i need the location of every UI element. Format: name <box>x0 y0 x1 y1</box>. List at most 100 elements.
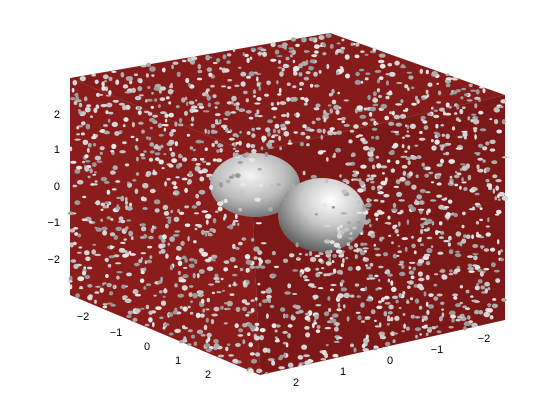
particle <box>440 158 444 164</box>
particle <box>414 327 422 332</box>
particle <box>223 260 230 264</box>
particle <box>416 194 423 200</box>
particle <box>431 145 437 151</box>
particle <box>211 143 215 147</box>
particle <box>472 244 479 248</box>
particle <box>68 275 73 281</box>
particle <box>169 265 174 271</box>
particle <box>472 253 479 256</box>
particle <box>131 122 135 128</box>
particle <box>253 246 260 252</box>
particle <box>174 283 178 288</box>
particle <box>204 147 208 151</box>
particle <box>446 212 451 217</box>
particle <box>128 230 134 237</box>
particle <box>494 107 500 113</box>
particle <box>194 227 198 231</box>
particle <box>274 339 280 343</box>
particle <box>151 74 155 77</box>
particle <box>365 72 371 76</box>
particle <box>305 71 311 75</box>
particle <box>381 297 385 302</box>
particle <box>205 339 209 344</box>
particle <box>462 211 466 216</box>
particle <box>324 326 332 330</box>
particle <box>164 118 168 123</box>
particle <box>124 299 132 303</box>
particle <box>487 287 491 291</box>
particle <box>103 130 110 135</box>
particle <box>390 280 394 286</box>
particle <box>102 205 108 209</box>
particle <box>375 155 380 159</box>
particle <box>197 224 203 228</box>
particle <box>323 112 330 116</box>
particle <box>132 179 137 182</box>
particle <box>202 308 205 313</box>
particle <box>288 47 294 50</box>
particle <box>170 151 176 158</box>
particle <box>157 104 161 108</box>
particle <box>448 326 454 329</box>
particle <box>260 265 266 269</box>
particle <box>425 261 431 266</box>
particle <box>485 232 491 236</box>
particle <box>213 276 220 281</box>
particle <box>192 109 199 113</box>
particle <box>355 42 360 47</box>
particle <box>391 286 397 293</box>
particle <box>186 133 191 137</box>
particle <box>305 135 311 140</box>
particle <box>386 159 391 163</box>
particle <box>118 220 121 223</box>
particle <box>445 151 450 156</box>
particle <box>235 141 240 144</box>
particle <box>174 141 179 147</box>
particle <box>177 260 183 267</box>
particle <box>408 261 416 264</box>
particle <box>406 71 412 74</box>
particle <box>232 358 239 364</box>
particle <box>467 263 473 268</box>
particle <box>224 127 229 133</box>
particle <box>374 274 379 278</box>
particle <box>155 306 162 310</box>
particle <box>427 327 433 330</box>
particle <box>402 109 408 112</box>
particle <box>219 119 222 125</box>
particle <box>355 311 361 314</box>
particle <box>364 77 369 81</box>
particle <box>407 87 410 91</box>
particle <box>411 243 416 249</box>
particle <box>150 105 154 109</box>
particle <box>437 251 444 255</box>
particle <box>278 135 281 141</box>
particle <box>182 255 186 259</box>
particle <box>309 256 317 263</box>
particle <box>187 305 191 309</box>
particle <box>159 86 166 91</box>
particle <box>362 204 369 208</box>
particle <box>244 152 249 158</box>
particle <box>123 238 127 241</box>
particle <box>461 224 465 229</box>
particle <box>225 179 231 184</box>
particle <box>122 295 128 299</box>
particle <box>343 99 350 102</box>
particle <box>141 156 146 160</box>
particle <box>465 163 470 169</box>
particle <box>143 286 147 290</box>
particle <box>373 97 377 100</box>
particle <box>373 247 380 251</box>
particle <box>106 102 113 108</box>
particle <box>300 96 305 100</box>
particle <box>145 173 151 177</box>
particle <box>336 42 341 45</box>
particle <box>238 66 242 69</box>
particle <box>285 313 289 319</box>
particle <box>226 300 233 307</box>
particle <box>241 299 248 304</box>
particle <box>329 92 334 95</box>
right-tick-label: −2 <box>478 333 491 345</box>
particle <box>142 182 149 189</box>
